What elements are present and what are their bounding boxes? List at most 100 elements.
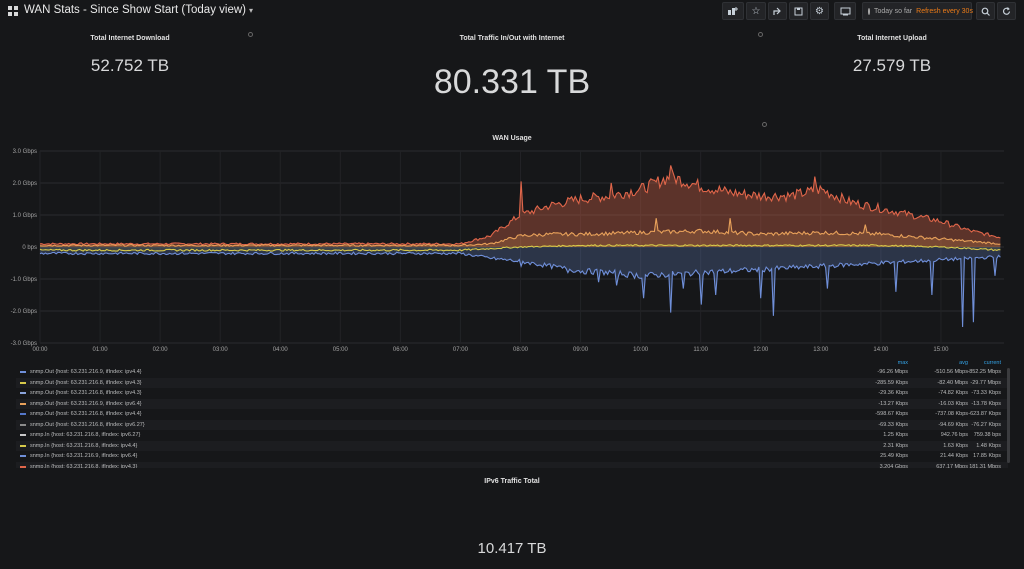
upload-stat-title: Total Internet Upload	[857, 35, 927, 42]
clock-icon	[868, 7, 870, 15]
legend-col-avg[interactable]: avg	[959, 360, 968, 366]
refresh-button[interactable]	[997, 2, 1016, 20]
download-stat-value: 52.752 TB	[90, 56, 170, 75]
legend-current-value: 181.31 Mbps	[969, 463, 1001, 469]
y-tick-label: -3.0 Gbps	[11, 341, 37, 347]
legend-row[interactable]: snmp.Out {host: 63.231.216.8, ifIndex: i…	[16, 377, 1008, 388]
grid-menu-icon[interactable]	[8, 6, 18, 16]
tv-mode-button[interactable]	[834, 2, 856, 20]
legend-series-name[interactable]: snmp.In {host: 63.231.216.8, ifIndex: ip…	[30, 463, 138, 468]
legend-series-name[interactable]: snmp.Out {host: 63.231.216.8, ifIndex: i…	[30, 390, 142, 397]
download-stat-title: Total Internet Download	[90, 35, 170, 42]
legend-row[interactable]: snmp.In {host: 63.231.216.8, ifIndex: ip…	[16, 461, 1008, 469]
legend-max-value: 1.25 Kbps	[883, 432, 908, 438]
series-color-swatch[interactable]	[20, 465, 26, 468]
legend-series-name[interactable]: snmp.In {host: 63.231.216.8, ifIndex: ip…	[30, 442, 138, 449]
series-color-swatch[interactable]	[20, 392, 26, 395]
series-color-swatch[interactable]	[20, 381, 26, 384]
legend-row[interactable]: snmp.In {host: 63.231.216.8, ifIndex: ip…	[16, 430, 1008, 441]
legend-row[interactable]: snmp.Out {host: 63.231.216.9, ifIndex: i…	[16, 367, 1008, 378]
x-tick-label: 14:00	[873, 347, 889, 353]
legend-avg-value: -510.56 Mbps	[934, 369, 968, 375]
series-color-swatch[interactable]	[20, 455, 26, 458]
series-color-swatch[interactable]	[20, 444, 26, 447]
save-icon	[794, 7, 803, 15]
ipv6-stat-panel: IPv6 Traffic Total 10.417 TB	[0, 474, 1024, 569]
series-color-swatch[interactable]	[20, 434, 26, 437]
wan-usage-chart[interactable]: 3.0 Gbps 2.0 Gbps 1.0 Gbps 0 bps -1.0 Gbps -2…	[0, 145, 1024, 357]
traffic-stat-panel: Total Traffic In/Out with Internet 80.33…	[262, 30, 763, 105]
add-panel-icon	[728, 7, 738, 15]
x-tick-label: 00:00	[32, 347, 48, 353]
legend-current-value: -76.27 Kbps	[971, 421, 1001, 428]
legend-row[interactable]: snmp.Out {host: 63.231.216.9, ifIndex: i…	[16, 398, 1008, 409]
legend-max-value: -598.67 Kbps	[875, 411, 908, 417]
x-tick-label: 01:00	[93, 347, 109, 353]
series-color-swatch[interactable]	[20, 413, 26, 416]
legend-row[interactable]: snmp.Out {host: 63.231.216.8, ifIndex: i…	[16, 419, 1008, 430]
legend-max-value: -96.26 Mbps	[877, 369, 908, 375]
legend-current-value: -29.77 Mbps	[970, 379, 1001, 386]
ipv6-stat-value: 10.417 TB	[477, 540, 547, 557]
legend-series-name[interactable]: snmp.In {host: 63.231.216.8, ifIndex: ip…	[30, 432, 141, 439]
save-button[interactable]	[789, 2, 808, 20]
legend-series-name[interactable]: snmp.In {host: 63.231.216.9, ifIndex: ip…	[30, 453, 138, 460]
x-tick-label: 15:00	[933, 347, 949, 353]
loading-icon	[762, 122, 767, 127]
y-tick-label: 1.0 Gbps	[13, 213, 37, 219]
time-picker-button[interactable]: Today so far Refresh every 30s	[862, 2, 973, 20]
legend-max-value: 2.31 Kbps	[883, 442, 908, 449]
upload-stat-panel: Total Internet Upload 27.579 TB	[764, 30, 1020, 105]
legend-row[interactable]: snmp.Out {host: 63.231.216.8, ifIndex: i…	[16, 409, 1008, 420]
y-tick-label: 0 bps	[22, 245, 37, 251]
legend-max-value: -69.33 Kbps	[878, 421, 908, 428]
x-tick-label: 04:00	[273, 347, 289, 353]
upload-series-area	[40, 247, 1001, 327]
chart-legend: max avg current snmp.Out {host: 63.231.2…	[16, 358, 1008, 468]
legend-avg-value: 21.44 Kbps	[940, 453, 968, 459]
dashboard-title-text: WAN Stats - Since Show Start (Today view…	[24, 4, 246, 16]
legend-avg-value: -82.40 Mbps	[937, 379, 968, 386]
legend-max-value: -29.36 Kbps	[878, 390, 908, 396]
legend-header: max avg current	[16, 358, 1008, 367]
share-button[interactable]	[768, 2, 787, 20]
legend-col-current[interactable]: current	[983, 360, 1001, 366]
legend-avg-value: -94.69 Kbps	[938, 421, 968, 428]
legend-max-value: 3.204 Gbps	[879, 463, 908, 469]
legend-col-max[interactable]: max	[897, 360, 908, 366]
legend-current-value: 17.85 Kbps	[973, 453, 1001, 459]
legend-rows: snmp.Out {host: 63.231.216.9, ifIndex: i…	[16, 367, 1008, 468]
legend-row[interactable]: snmp.In {host: 63.231.216.8, ifIndex: ip…	[16, 440, 1008, 451]
legend-series-name[interactable]: snmp.Out {host: 63.231.216.8, ifIndex: i…	[30, 379, 142, 386]
traffic-stat-value: 80.331 TB	[433, 63, 591, 101]
x-tick-label: 03:00	[213, 347, 229, 353]
legend-current-value: 1.48 Kbps	[976, 442, 1001, 449]
series-color-swatch[interactable]	[20, 371, 26, 374]
series-color-swatch[interactable]	[20, 423, 26, 426]
x-tick-label: 07:00	[453, 347, 469, 353]
legend-series-name[interactable]: snmp.Out {host: 63.231.216.9, ifIndex: i…	[30, 369, 142, 376]
legend-series-name[interactable]: snmp.Out {host: 63.231.216.8, ifIndex: i…	[30, 411, 142, 418]
dashboard-title[interactable]: WAN Stats - Since Show Start (Today view…	[24, 4, 253, 16]
y-tick-label: -2.0 Gbps	[11, 309, 37, 315]
legend-scrollbar[interactable]	[1007, 368, 1010, 463]
star-button[interactable]: ☆	[746, 2, 766, 20]
series-color-swatch[interactable]	[20, 402, 26, 405]
legend-series-name[interactable]: snmp.Out {host: 63.231.216.8, ifIndex: i…	[30, 421, 145, 428]
legend-avg-value: -737.08 Kbps	[935, 411, 968, 417]
x-tick-label: 09:00	[573, 347, 589, 353]
share-icon	[773, 7, 781, 15]
legend-series-name[interactable]: snmp.Out {host: 63.231.216.9, ifIndex: i…	[30, 400, 142, 407]
search-button[interactable]	[976, 2, 995, 20]
legend-row[interactable]: snmp.In {host: 63.231.216.9, ifIndex: ip…	[16, 451, 1008, 462]
top-navbar: WAN Stats - Since Show Start (Today view…	[0, 0, 1024, 22]
y-tick-label: 3.0 Gbps	[13, 149, 37, 155]
legend-current-value: -623.87 Kbps	[968, 411, 1001, 417]
loading-icon	[758, 32, 763, 37]
add-panel-button[interactable]	[722, 2, 744, 20]
legend-row[interactable]: snmp.Out {host: 63.231.216.8, ifIndex: i…	[16, 388, 1008, 399]
legend-avg-value: 637.17 Mbps	[936, 463, 968, 469]
x-tick-label: 08:00	[513, 347, 529, 353]
settings-button[interactable]: ⚙	[810, 2, 829, 20]
refresh-interval-label: Refresh every 30s	[916, 7, 973, 15]
